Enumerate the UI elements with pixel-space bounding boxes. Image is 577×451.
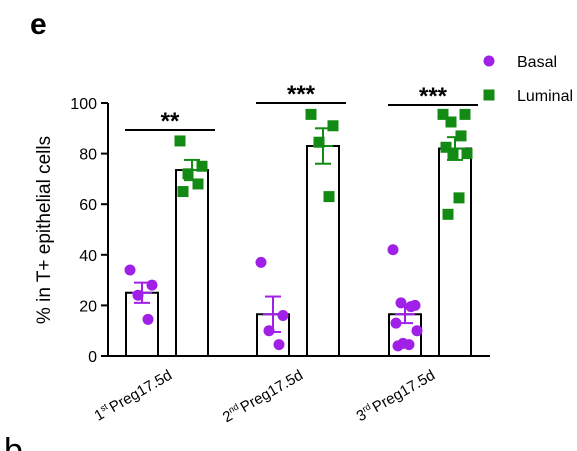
category-suffix: nd	[227, 401, 241, 415]
data-point	[277, 310, 289, 322]
data-point	[461, 148, 473, 160]
data-point	[455, 130, 467, 142]
y-axis-label: % in T+ epithelial cells	[34, 136, 55, 324]
panel-label: b	[4, 432, 23, 451]
data-point	[273, 339, 285, 351]
data-point	[174, 135, 186, 147]
data-point	[132, 289, 144, 301]
data-point	[395, 297, 407, 309]
category-label: Preg17.5d	[107, 367, 175, 416]
y-tick-label: 0	[88, 349, 97, 366]
legend-label: Luminal	[517, 88, 573, 105]
data-point	[146, 279, 158, 291]
data-point	[255, 256, 267, 268]
data-point	[142, 313, 154, 325]
data-point	[437, 108, 449, 120]
data-point	[177, 186, 189, 198]
x-tick-label: 3rdPreg17.5d	[353, 366, 438, 425]
data-point	[182, 168, 194, 180]
significance-label: ***	[419, 83, 448, 110]
data-point	[440, 141, 452, 153]
data-point	[192, 178, 204, 190]
y-tick-label: 100	[70, 96, 97, 113]
y-tick-label: 40	[79, 248, 97, 265]
data-point	[327, 120, 339, 132]
bar	[175, 169, 209, 357]
panel-label: e	[30, 8, 47, 41]
data-point	[411, 325, 423, 337]
data-point	[387, 244, 399, 256]
category-suffix: rd	[360, 401, 372, 414]
data-point	[403, 339, 415, 351]
data-point	[442, 208, 454, 220]
data-point	[459, 108, 471, 120]
data-point	[196, 160, 208, 172]
data-point	[447, 149, 459, 161]
x-tick-label: 1stPreg17.5d	[91, 366, 175, 425]
significance-label: **	[161, 108, 180, 135]
significance-label: ***	[287, 81, 316, 108]
data-point	[390, 317, 402, 329]
legend-label: Basal	[517, 54, 557, 71]
data-point	[305, 108, 317, 120]
data-point	[313, 136, 325, 148]
category-label: Preg17.5d	[238, 367, 306, 416]
data-point	[453, 192, 465, 204]
y-tick-label: 60	[79, 197, 97, 214]
data-point	[263, 325, 275, 337]
category-label: Preg17.5d	[370, 367, 438, 416]
x-tick-label: 2ndPreg17.5d	[219, 366, 306, 426]
bar	[306, 145, 340, 357]
y-tick-label: 20	[79, 298, 97, 315]
category-suffix: st	[98, 401, 109, 413]
legend-marker	[483, 55, 495, 67]
data-point	[392, 340, 404, 352]
y-tick-label: 80	[79, 147, 97, 164]
bar	[438, 147, 472, 357]
data-point	[405, 301, 417, 313]
legend-marker	[483, 89, 495, 101]
data-point	[445, 116, 457, 128]
data-point	[124, 264, 136, 276]
data-point	[323, 191, 335, 203]
